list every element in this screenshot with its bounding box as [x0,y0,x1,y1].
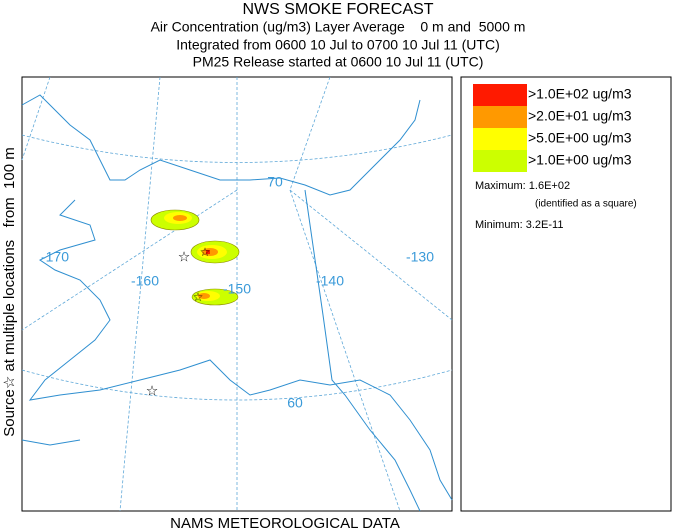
legend-label: >2.0E+01 ug/m3 [528,108,632,124]
map-label: -170 [41,249,69,265]
svg-text:☆: ☆ [146,383,159,399]
subtitle: PM25 Release started at 0600 10 Jul 11 (… [193,54,484,70]
legend-swatch [473,150,527,172]
side-label: Source☆ at multiple locations from 100 m [1,147,18,436]
map-label: -150 [223,281,251,297]
map-label: 60 [287,395,303,411]
map-label: -160 [131,273,159,289]
legend-label: >1.0E+02 ug/m3 [528,86,632,102]
subtitle: Integrated from 0600 10 Jul to 0700 10 J… [176,37,499,53]
svg-text:☆: ☆ [193,290,204,304]
maximum: Maximum: 1.6E+02 [475,180,570,192]
legend-label: >1.0E+00 ug/m3 [528,152,632,168]
minimum: Minimum: 3.2E-11 [475,219,563,231]
map-label: -130 [406,249,434,265]
map: ☆ ☆ ☆ ☆ 70 -170 -160 -150 -140 -130 60 [21,76,453,512]
footer: NAMS METEOROLOGICAL DATA [170,515,400,532]
legend-swatch [473,128,527,150]
svg-text:☆: ☆ [178,249,191,265]
maximum-note: (identified as a square) [535,199,637,210]
subtitle: Air Concentration (ug/m3) Layer Average … [151,19,526,35]
legend-swatch [473,106,527,128]
map-label: 70 [267,174,283,190]
legend-label: >5.0E+00 ug/m3 [528,130,632,146]
legend-swatch [473,84,527,106]
title: NWS SMOKE FORECAST [242,1,433,18]
map-label: -140 [316,273,344,289]
legend: >1.0E+02 ug/m3 >2.0E+01 ug/m3 >5.0E+00 ug/… [460,76,672,512]
svg-text:☆: ☆ [200,245,211,259]
